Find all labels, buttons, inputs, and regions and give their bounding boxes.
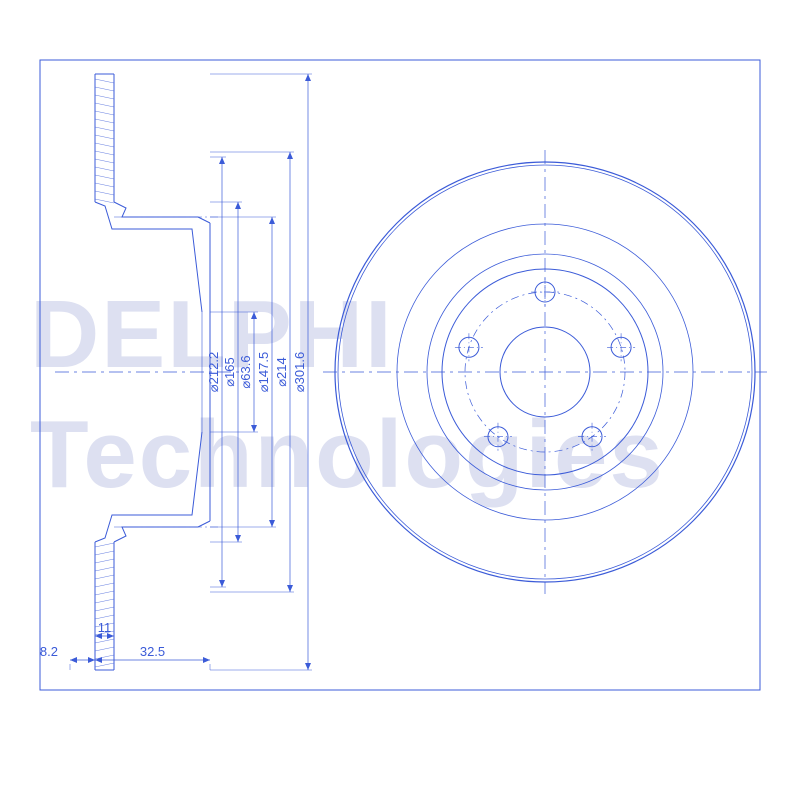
dimension-label: 11 — [98, 620, 112, 635]
diameter-label: ⌀301.6 — [292, 352, 307, 392]
diameter-label: ⌀214 — [274, 357, 289, 387]
dimension-label: 8.2 — [40, 644, 58, 659]
dimension-label: 32.5 — [140, 644, 165, 659]
technical-drawing: ⌀212.2⌀165⌀63.6⌀147.5⌀214⌀301.6 11 32.5 8.2 — [0, 0, 800, 800]
diameter-label: ⌀212.2 — [206, 352, 221, 392]
diameter-label: ⌀147.5 — [256, 352, 271, 392]
diameter-label: ⌀165 — [222, 357, 237, 387]
diameter-label: ⌀63.6 — [238, 355, 253, 388]
